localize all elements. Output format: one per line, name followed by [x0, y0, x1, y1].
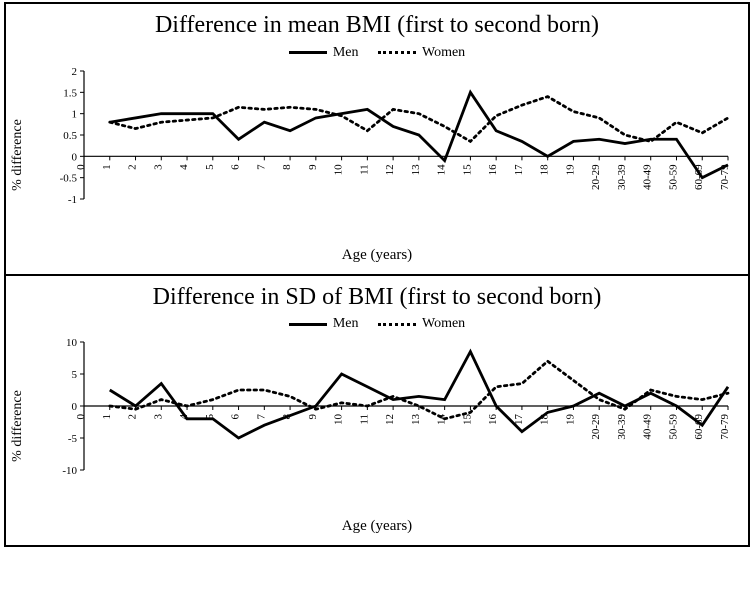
svg-text:1: 1 [101, 164, 113, 170]
svg-text:9: 9 [307, 163, 319, 169]
svg-text:6: 6 [230, 414, 242, 420]
legend-item-women: Women [378, 45, 465, 61]
legend-label: Men [333, 45, 359, 61]
chart-area: % difference -1-0.500.511.52012345678910… [48, 65, 734, 245]
svg-text:12: 12 [384, 164, 396, 175]
svg-text:13: 13 [410, 414, 422, 426]
legend: Men Women [14, 43, 740, 61]
legend-item-men: Men [289, 45, 359, 61]
svg-text:50-59: 50-59 [667, 414, 679, 440]
svg-text:1.5: 1.5 [63, 87, 77, 99]
chart-title: Difference in mean BMI (first to second … [14, 12, 740, 39]
y-axis-label: % difference [10, 119, 26, 191]
svg-text:30-39: 30-39 [616, 163, 628, 189]
svg-text:1: 1 [72, 108, 78, 120]
svg-text:19: 19 [564, 163, 576, 175]
legend: Men Women [14, 315, 740, 333]
chart-svg: -1-0.500.511.520123456789101112131415161… [48, 65, 734, 245]
svg-text:30-39: 30-39 [616, 414, 628, 440]
svg-text:10: 10 [333, 414, 345, 426]
svg-text:1: 1 [101, 414, 113, 420]
legend-swatch-dotted [378, 323, 416, 326]
svg-text:5: 5 [204, 163, 216, 169]
svg-text:3: 3 [152, 163, 164, 169]
svg-text:9: 9 [307, 414, 319, 420]
x-axis-label: Age (years) [14, 247, 740, 264]
chart-svg: -10-505100123456789101112131415161718192… [48, 336, 734, 516]
svg-text:-1: -1 [68, 194, 77, 206]
legend-swatch-solid [289, 51, 327, 54]
panel-sd-bmi: Difference in SD of BMI (first to second… [4, 274, 750, 548]
svg-text:0: 0 [72, 401, 78, 413]
legend-label: Women [422, 45, 465, 61]
svg-text:-10: -10 [62, 465, 77, 477]
legend-label: Women [422, 316, 465, 332]
figure-container: Difference in mean BMI (first to second … [0, 0, 754, 553]
svg-text:11: 11 [358, 414, 370, 425]
svg-text:11: 11 [358, 164, 370, 175]
svg-text:18: 18 [539, 163, 551, 175]
svg-text:3: 3 [152, 414, 164, 420]
svg-text:10: 10 [333, 163, 345, 175]
svg-text:10: 10 [66, 337, 78, 349]
svg-text:6: 6 [230, 163, 242, 169]
svg-text:-5: -5 [68, 433, 78, 445]
svg-text:0.5: 0.5 [63, 130, 77, 142]
svg-text:0: 0 [72, 151, 78, 163]
legend-label: Men [333, 316, 359, 332]
svg-text:5: 5 [72, 369, 78, 381]
panel-mean-bmi: Difference in mean BMI (first to second … [4, 2, 750, 276]
svg-text:20-29: 20-29 [590, 414, 602, 440]
svg-text:19: 19 [564, 414, 576, 426]
svg-text:0: 0 [75, 163, 87, 169]
legend-swatch-dotted [378, 51, 416, 54]
svg-text:7: 7 [255, 163, 267, 169]
svg-text:17: 17 [513, 163, 525, 175]
legend-item-women: Women [378, 316, 465, 332]
svg-text:2: 2 [127, 414, 139, 420]
svg-text:40-49: 40-49 [642, 414, 654, 440]
svg-text:-0.5: -0.5 [60, 172, 78, 184]
svg-text:16: 16 [487, 414, 499, 426]
svg-text:15: 15 [461, 163, 473, 175]
y-axis-label: % difference [10, 390, 26, 462]
legend-item-men: Men [289, 316, 359, 332]
svg-text:50-59: 50-59 [667, 163, 679, 189]
svg-text:20-29: 20-29 [590, 163, 602, 189]
svg-text:60-69: 60-69 [693, 414, 705, 440]
svg-text:0: 0 [75, 414, 87, 420]
svg-text:2: 2 [127, 164, 139, 170]
svg-text:16: 16 [487, 163, 499, 175]
svg-text:13: 13 [410, 163, 422, 175]
legend-swatch-solid [289, 323, 327, 326]
chart-area: % difference -10-50510012345678910111213… [48, 336, 734, 516]
svg-text:40-49: 40-49 [642, 163, 654, 189]
svg-text:14: 14 [436, 163, 448, 175]
svg-text:12: 12 [384, 414, 396, 425]
svg-text:8: 8 [281, 163, 293, 169]
svg-text:2: 2 [72, 66, 78, 78]
svg-text:7: 7 [255, 414, 267, 420]
svg-text:70-79: 70-79 [719, 414, 731, 440]
x-axis-label: Age (years) [14, 518, 740, 535]
chart-title: Difference in SD of BMI (first to second… [14, 284, 740, 311]
svg-text:4: 4 [178, 163, 190, 169]
